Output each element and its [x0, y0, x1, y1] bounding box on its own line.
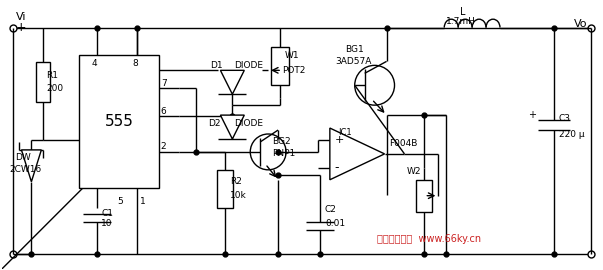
Text: Vi: Vi	[16, 12, 26, 22]
Bar	[79, 55, 159, 188]
Text: +: +	[335, 135, 344, 145]
Text: DIODE: DIODE	[235, 119, 264, 127]
Text: 中国电子制作  www.66ky.cn: 中国电子制作 www.66ky.cn	[377, 234, 481, 244]
Text: DW: DW	[16, 153, 31, 162]
Text: C1: C1	[101, 209, 113, 218]
Text: 2: 2	[161, 143, 166, 151]
Text: BG2: BG2	[272, 137, 291, 146]
Text: 0.01: 0.01	[325, 219, 345, 228]
Text: 6: 6	[161, 107, 166, 116]
Text: 1.7mH: 1.7mH	[446, 17, 476, 26]
Text: C3: C3	[558, 114, 570, 123]
Polygon shape	[330, 128, 385, 180]
Bar	[417, 180, 432, 212]
Text: 7: 7	[161, 79, 166, 88]
Text: IC1: IC1	[338, 127, 352, 137]
Text: D1: D1	[210, 61, 223, 70]
Text: F004B: F004B	[390, 139, 418, 148]
Text: -: -	[335, 161, 339, 174]
Text: Vo: Vo	[573, 19, 587, 29]
Text: 220 μ: 220 μ	[558, 130, 584, 139]
Text: 2CW16: 2CW16	[10, 165, 42, 174]
Text: POT2: POT2	[282, 66, 306, 75]
Text: D2: D2	[209, 119, 221, 127]
Text: R2: R2	[230, 177, 242, 186]
Text: W2: W2	[406, 167, 421, 176]
Text: +: +	[528, 110, 536, 120]
Text: 5: 5	[117, 197, 122, 206]
Text: 10: 10	[101, 219, 113, 228]
Text: 8: 8	[133, 59, 139, 68]
Text: DIODE: DIODE	[235, 61, 264, 70]
Text: 200: 200	[46, 84, 63, 93]
Text: PNP1: PNP1	[272, 149, 295, 158]
Text: 4: 4	[91, 59, 96, 68]
Bar	[36, 62, 50, 102]
Text: 555: 555	[104, 114, 133, 129]
Polygon shape	[22, 150, 42, 182]
Text: C2: C2	[325, 205, 336, 214]
Polygon shape	[221, 115, 244, 139]
Text: +: +	[16, 21, 26, 34]
Bar	[218, 170, 233, 208]
Text: W1: W1	[285, 51, 300, 60]
Polygon shape	[221, 70, 244, 94]
Bar	[271, 48, 289, 85]
Text: R1: R1	[46, 71, 58, 80]
Text: 10k: 10k	[230, 191, 247, 200]
Text: 3AD57A: 3AD57A	[335, 57, 371, 66]
Text: BG1: BG1	[345, 45, 364, 54]
Text: 1: 1	[140, 197, 145, 206]
Text: L: L	[460, 7, 466, 17]
